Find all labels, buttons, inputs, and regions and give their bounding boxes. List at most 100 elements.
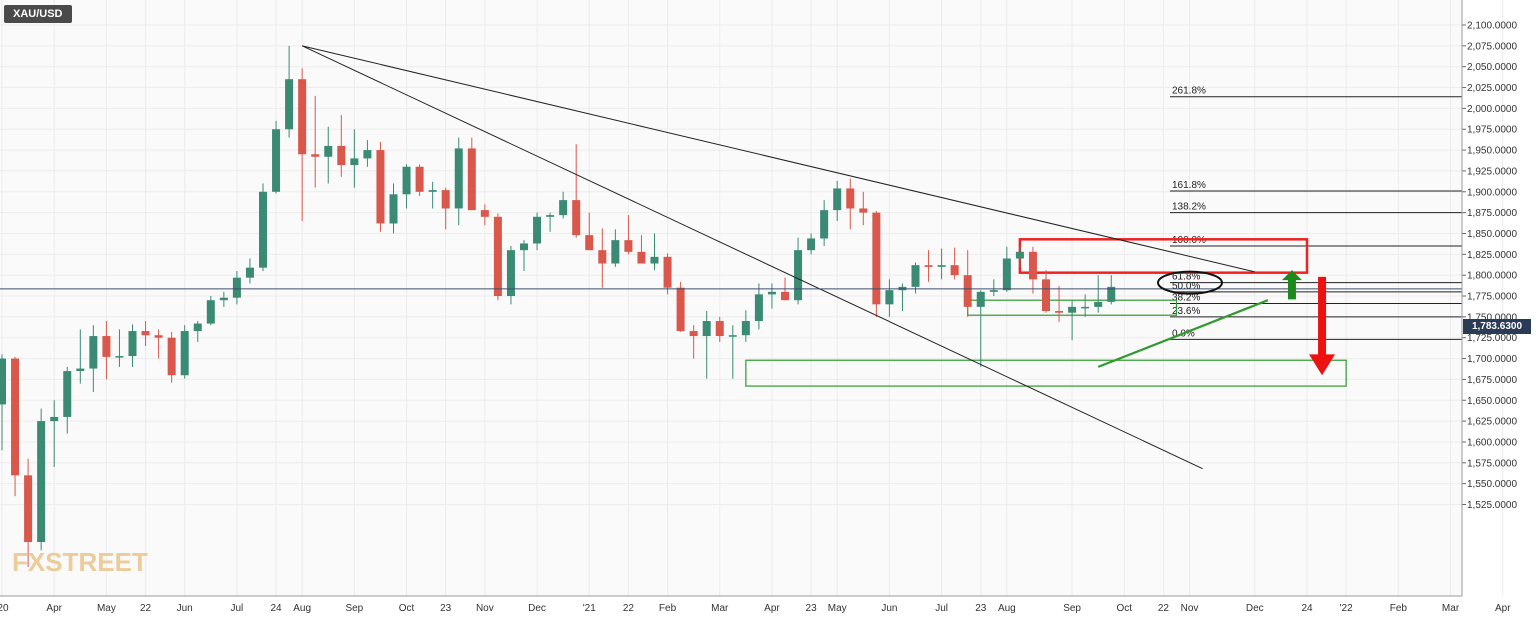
candle-body — [0, 358, 6, 405]
x-tick-label: 22 — [623, 603, 635, 614]
fib-label: 138.2% — [1172, 202, 1206, 213]
support-box-lower — [745, 359, 1347, 387]
x-tick-label: Jun — [881, 603, 897, 614]
long-downtrend — [302, 45, 1255, 273]
x-tick-label: 24 — [270, 603, 282, 614]
plot-area — [0, 0, 1462, 596]
y-tick-label: 1,550.0000 — [1467, 479, 1517, 490]
candle-body — [180, 331, 189, 376]
candle-body — [663, 256, 672, 288]
fib-ellipse — [1157, 270, 1223, 295]
x-tick-label: May — [828, 603, 847, 614]
candle-body — [285, 79, 294, 130]
candle-body — [911, 265, 920, 287]
candle-body — [702, 321, 711, 337]
red-arrow-shaft — [1318, 276, 1327, 357]
candle-body — [376, 150, 385, 224]
candle-body — [624, 240, 633, 252]
candle-body — [311, 154, 320, 157]
watermark: FXSTREET — [12, 547, 148, 577]
candle-body — [807, 238, 816, 251]
x-tick-label: Oct — [1117, 603, 1133, 614]
y-tick-label: 1,800.0000 — [1467, 271, 1517, 282]
y-tick-label: 1,700.0000 — [1467, 354, 1517, 365]
x-tick-label: 23 — [975, 603, 987, 614]
steep-downtrend — [301, 45, 1203, 470]
y-tick-label: 2,000.0000 — [1467, 104, 1517, 115]
candle-body — [1055, 311, 1064, 313]
candle-body — [989, 290, 998, 292]
candle-body — [833, 188, 842, 211]
y-tick-label: 1,625.0000 — [1467, 417, 1517, 428]
candle-body — [741, 321, 750, 336]
x-tick-label: Apr — [1495, 603, 1511, 614]
candle-body — [89, 336, 98, 369]
x-tick-label: 24 — [1301, 603, 1313, 614]
candle-body — [572, 200, 581, 236]
trendlines — [301, 45, 1269, 470]
y-tick-label: 1,850.0000 — [1467, 229, 1517, 240]
candle-body — [689, 331, 698, 337]
x-tick-label: Feb — [1390, 603, 1408, 614]
candle-body — [11, 358, 20, 476]
green-arrow-shaft — [1287, 279, 1296, 300]
y-tick-label: 2,075.0000 — [1467, 41, 1517, 52]
candle-body — [272, 129, 281, 192]
x-tick-label: 22 — [1158, 603, 1170, 614]
fib-label: 161.8% — [1172, 180, 1206, 191]
candle-body — [859, 208, 868, 213]
x-tick-label: Oct — [399, 603, 415, 614]
candle-body — [454, 148, 463, 209]
candle-body — [767, 291, 776, 295]
candle-body — [232, 277, 241, 298]
x-tick-label: Sep — [345, 603, 363, 614]
y-tick-label: 1,600.0000 — [1467, 437, 1517, 448]
y-tick-label: 1,575.0000 — [1467, 458, 1517, 469]
candle-body — [24, 475, 33, 543]
candle-body — [245, 267, 254, 278]
fib-label: 50.0% — [1172, 281, 1200, 292]
y-tick-label: 2,100.0000 — [1467, 21, 1517, 32]
candle-body — [102, 336, 111, 357]
candle-body — [1028, 251, 1037, 280]
candle-body — [350, 158, 359, 166]
green-arrow-head — [1281, 270, 1302, 281]
candle-body — [937, 265, 946, 267]
candle-body — [63, 371, 72, 417]
x-tick-label: Feb — [659, 603, 677, 614]
candle-body — [480, 210, 489, 217]
candle-body — [781, 291, 789, 301]
red-arrow-head — [1309, 354, 1336, 376]
candle-body — [1094, 301, 1103, 307]
y-tick-label: 1,975.0000 — [1467, 125, 1517, 136]
x-tick-label: Jul — [935, 603, 948, 614]
y-tick-label: 1,725.0000 — [1467, 333, 1517, 344]
x-tick-label: Apr — [46, 603, 62, 614]
candle-body — [533, 216, 542, 244]
y-tick-label: 1,825.0000 — [1467, 250, 1517, 261]
candle-body — [467, 148, 476, 211]
grid — [0, 0, 1504, 596]
candle-body — [598, 250, 607, 264]
candle-body — [37, 421, 46, 543]
candle-body — [115, 356, 124, 358]
candle-body — [1068, 306, 1077, 313]
candle-body — [363, 150, 372, 159]
x-tick-label: Aug — [293, 603, 311, 614]
candle-body — [154, 335, 163, 338]
candle-body — [1015, 251, 1024, 259]
candle-body — [885, 290, 894, 305]
y-tick-label: 1,875.0000 — [1467, 208, 1517, 219]
candle-body — [546, 215, 555, 217]
candle-body — [728, 335, 737, 337]
fib-label: 61.8% — [1172, 272, 1200, 283]
x-tick-label: Nov — [1181, 603, 1199, 614]
x-tick-label: Dec — [528, 603, 546, 614]
candle-body — [637, 251, 646, 264]
candle-body — [337, 145, 346, 166]
y-tick-label: 1,775.0000 — [1467, 292, 1517, 303]
x-tick-label: Jun — [177, 603, 193, 614]
candle-body — [924, 265, 933, 267]
